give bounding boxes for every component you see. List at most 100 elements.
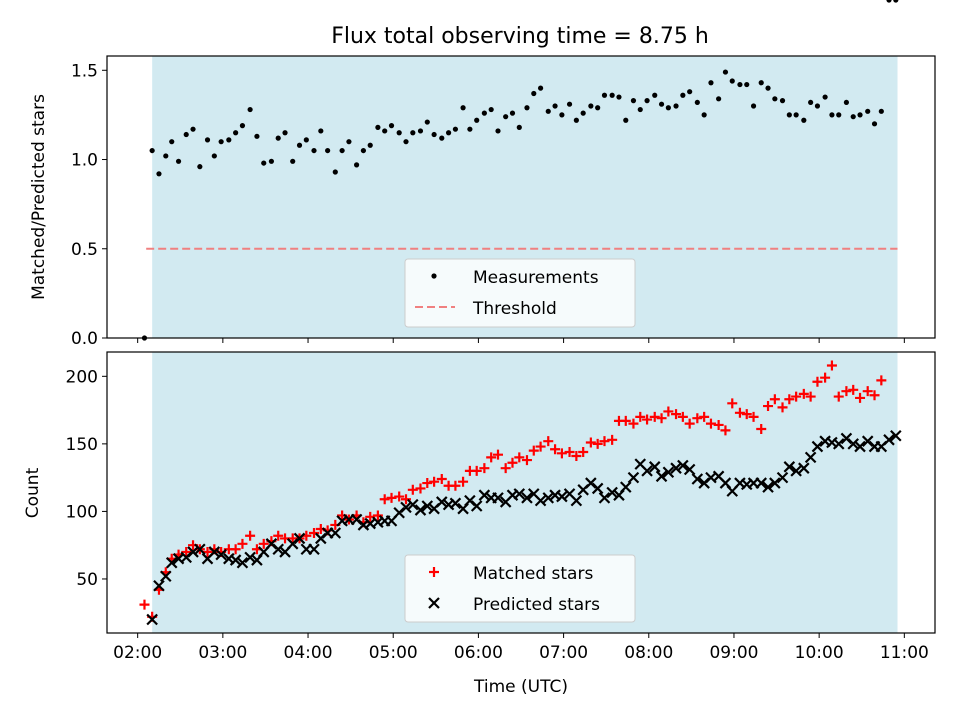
- matched-star-point: [578, 446, 589, 457]
- measurement-point: [573, 117, 579, 123]
- measurement-point: [318, 128, 324, 134]
- predicted-star-point: [521, 492, 533, 504]
- legend-measurements-marker: [431, 273, 437, 279]
- predicted-star-point: [187, 546, 199, 558]
- matched-star-point: [401, 494, 411, 505]
- matched-star-point: [429, 476, 440, 487]
- matched-star-point: [607, 434, 618, 445]
- predicted-star-point: [790, 465, 802, 477]
- measurement-point: [190, 126, 196, 132]
- matched-star-point: [756, 424, 767, 435]
- x-axis-label: Time (UTC): [473, 677, 568, 697]
- matched-star-point: [245, 530, 256, 541]
- matched-star-point: [571, 451, 582, 462]
- predicted-star-point: [293, 532, 306, 545]
- measurement-point: [424, 119, 430, 125]
- matched-star-point: [848, 384, 859, 395]
- matched-star-point: [507, 457, 518, 468]
- matched-star-point: [415, 483, 426, 494]
- matched-star-point: [713, 419, 724, 430]
- bottom-legend-box: [404, 554, 636, 623]
- matched-star-point: [671, 409, 682, 420]
- measurement-point: [801, 117, 807, 123]
- measurement-point: [282, 130, 288, 136]
- measurement-point: [382, 128, 388, 134]
- predicted-star-point: [436, 496, 448, 508]
- matched-star-point: [769, 394, 780, 405]
- measurement-point: [396, 130, 402, 136]
- measurement-point: [169, 139, 175, 145]
- measurement-point: [226, 137, 232, 143]
- x-tick-label: 05:00: [369, 643, 418, 663]
- matched-star-point: [407, 484, 418, 495]
- measurement-point: [524, 105, 530, 111]
- matched-star-point: [479, 463, 490, 474]
- measurement-point: [566, 101, 573, 107]
- matched-star-point: [379, 494, 390, 505]
- measurement-point: [311, 147, 317, 154]
- matched-star-point: [309, 528, 319, 539]
- predicted-star-point: [655, 470, 668, 483]
- legend-threshold-label: Threshold: [472, 299, 557, 319]
- predicted-star-point: [470, 500, 483, 512]
- measurement-point: [744, 81, 750, 88]
- predicted-star-point: [854, 440, 866, 453]
- matched-star-point: [521, 455, 532, 466]
- matched-star-point: [741, 409, 752, 420]
- top-legend: Measurements Threshold: [404, 258, 636, 328]
- measurement-point: [779, 98, 786, 104]
- chart-title: Flux total observing time = 8.75 h: [331, 24, 709, 49]
- measurement-point: [722, 69, 729, 75]
- predicted-star-point: [591, 482, 604, 495]
- measurement-point: [850, 114, 856, 120]
- matched-star-point: [855, 392, 866, 403]
- measurement-point: [701, 112, 707, 118]
- predicted-star-point: [492, 492, 504, 504]
- measurement-point: [601, 92, 608, 98]
- measurement-point: [886, 0, 892, 3]
- legend-predicted-label: Predicted stars: [473, 595, 600, 615]
- predicted-star-point: [329, 527, 342, 539]
- measurement-point: [325, 147, 331, 154]
- legend-predicted-marker: [428, 597, 440, 609]
- measurement-point: [531, 90, 537, 97]
- matched-star-point: [471, 465, 482, 476]
- matched-star-point: [139, 599, 150, 610]
- matched-star-point: [876, 375, 887, 386]
- measurement-point: [616, 94, 622, 100]
- top-panel: 0.0 0.5 1.0 1.5 Matched/Predicted stars Mea…: [29, 0, 936, 349]
- matched-star-point: [230, 544, 241, 555]
- predicted-star-point: [478, 489, 491, 501]
- measurement-point: [296, 142, 303, 148]
- predicted-star-point: [229, 554, 242, 566]
- measurement-point: [509, 110, 516, 116]
- matched-star-point: [812, 376, 823, 387]
- matched-star-point: [727, 398, 738, 409]
- matched-star-point: [663, 406, 674, 417]
- measurement-point: [410, 130, 416, 136]
- x-tick-label: 07:00: [539, 643, 588, 663]
- measurement-point: [737, 81, 743, 88]
- matched-star-point: [543, 436, 554, 447]
- matched-star-point: [202, 546, 213, 557]
- bottom-frame: [106, 351, 936, 634]
- matched-star-point: [372, 510, 383, 521]
- legend-matched-marker: [429, 567, 439, 577]
- matched-star-point: [635, 411, 646, 422]
- measurement-point: [474, 117, 480, 123]
- measurement-point: [836, 112, 842, 118]
- measurement-point: [439, 135, 445, 141]
- predicted-star-point: [215, 548, 227, 561]
- matched-star-point: [450, 480, 461, 491]
- measurement-point: [247, 106, 253, 113]
- measurement-point: [786, 112, 792, 118]
- predicted-star-point: [165, 556, 178, 569]
- measurement-point: [865, 108, 871, 114]
- predicted-star-point: [153, 579, 165, 592]
- predicted-star-point: [776, 471, 789, 484]
- measurement-point: [716, 96, 722, 102]
- measurement-point: [687, 89, 693, 95]
- measurement-point: [793, 112, 799, 118]
- predicted-star-point: [783, 461, 796, 473]
